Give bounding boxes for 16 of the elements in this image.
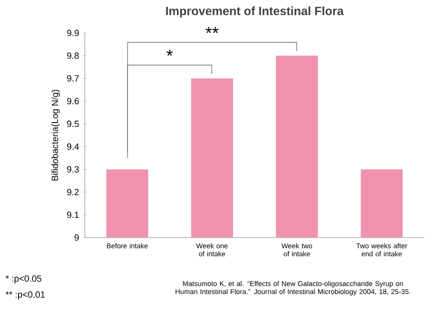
y-axis-title: Bifidobacteria(Log N/g) bbox=[51, 90, 60, 180]
text: * :p<0.05 bbox=[6, 275, 42, 284]
y-tick-label: 9.9 bbox=[67, 30, 79, 36]
annotation: ** bbox=[206, 26, 219, 33]
y-tick-label: 9.3 bbox=[67, 166, 79, 172]
y-tick-label: 9.5 bbox=[67, 120, 79, 127]
y-tick-label: 9.8 bbox=[67, 52, 79, 59]
y-tick-label: 9.7 bbox=[67, 75, 79, 82]
y-tick-label: 9.1 bbox=[67, 211, 79, 218]
chart-title: Improvement of Intestinal Flora bbox=[166, 6, 344, 18]
text: ** :p<0.01 bbox=[6, 291, 45, 300]
y-tick-label: 9.6 bbox=[67, 98, 79, 104]
annotation: * bbox=[166, 50, 173, 56]
y-tick-label: 9 bbox=[74, 234, 79, 241]
y-tick-label: 9.2 bbox=[67, 188, 79, 196]
y-tick-label: 9.4 bbox=[67, 143, 79, 150]
